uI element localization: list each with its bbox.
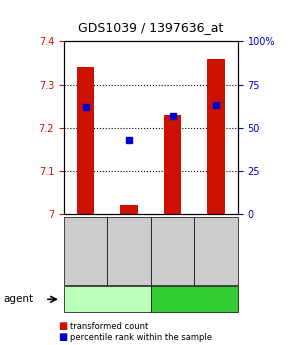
Text: ■: ■ [58,322,67,331]
Text: GSM35255: GSM35255 [81,226,90,276]
Text: GSM35254: GSM35254 [211,226,221,276]
Text: GDS1039 / 1397636_at: GDS1039 / 1397636_at [78,21,224,34]
Bar [120,205,138,214]
Bar [164,115,181,214]
Text: inactive forskolin
analog: inactive forskolin analog [71,289,143,309]
Text: agent: agent [3,294,33,304]
Bar [207,59,225,214]
Text: transformed count: transformed count [70,322,148,331]
Text: percentile rank within the sample: percentile rank within the sample [70,333,212,342]
Bar [77,67,94,214]
Text: GSM35253: GSM35253 [168,226,177,276]
Text: ■: ■ [58,333,67,342]
Text: GSM35256: GSM35256 [124,226,134,276]
Text: forskolin: forskolin [174,294,215,304]
